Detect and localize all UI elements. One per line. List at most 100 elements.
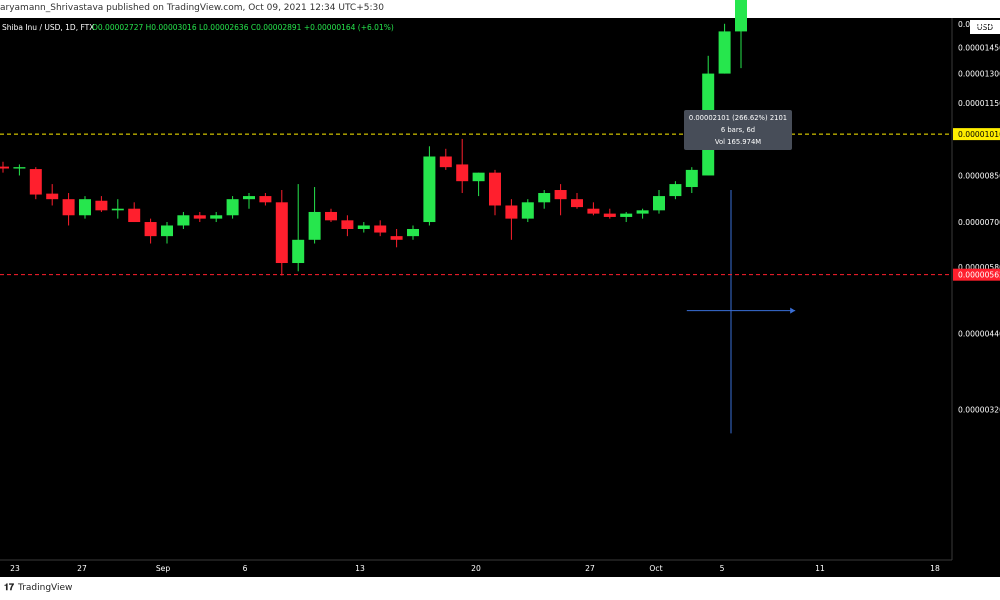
time-tick-label: 18 xyxy=(930,564,940,573)
candle xyxy=(128,202,141,223)
candle xyxy=(325,208,337,223)
candle-body xyxy=(177,215,190,226)
candle xyxy=(0,161,9,173)
price-axis[interactable]: USD xyxy=(970,20,1000,34)
candle xyxy=(161,222,173,244)
candle-body xyxy=(390,236,403,240)
publisher-bar: aryamann_Shrivastava published on Tradin… xyxy=(0,0,1000,18)
candle-body xyxy=(603,213,616,217)
candle-body xyxy=(472,172,485,182)
price-marker-label-2: 0.00000562 xyxy=(958,271,1000,280)
tradingview-logo[interactable]: 𝟏𝟕 TradingView xyxy=(4,583,72,593)
candle xyxy=(177,211,190,229)
price-tick-label: 0.00001450 xyxy=(958,43,1000,52)
time-tick-label: Oct xyxy=(649,564,662,573)
measure-tooltip: 0.00002101 (266.62%) 2101 6 bars, 6d Vol… xyxy=(684,110,792,150)
candle-body xyxy=(636,210,649,214)
time-tick-label: 11 xyxy=(815,564,825,573)
candle xyxy=(111,199,124,219)
time-tick-label: 27 xyxy=(585,564,595,573)
candle xyxy=(620,211,633,223)
candle xyxy=(554,184,567,216)
candle-body xyxy=(259,196,272,203)
price-tick-label: 0.00001300 xyxy=(958,70,1000,79)
candle-body xyxy=(538,193,551,203)
time-axis[interactable]: 23 27 Sep 6 13 20 27 Oct 5 11 18 xyxy=(10,564,940,573)
candle-body xyxy=(456,164,469,182)
time-tick-label: 27 xyxy=(77,564,87,573)
candle-body xyxy=(735,0,747,32)
candle-body xyxy=(325,211,337,221)
candle xyxy=(275,190,288,276)
candle xyxy=(423,146,436,226)
candle xyxy=(79,196,91,219)
candle xyxy=(243,193,255,209)
candle xyxy=(587,202,600,216)
candle-body xyxy=(193,215,206,219)
candle xyxy=(62,193,75,226)
candle xyxy=(538,190,551,209)
candle-body xyxy=(226,199,239,216)
candle xyxy=(357,222,370,233)
candle xyxy=(259,193,272,206)
price-chart[interactable]: 0.00002101 (266.62%) 2101 6 bars, 6d Vol… xyxy=(0,0,1000,577)
price-tick-label: 0.00001600 xyxy=(958,20,1000,29)
price-tick-label: 0.00000850 xyxy=(958,171,1000,180)
candle-body xyxy=(669,184,682,197)
candle xyxy=(456,138,469,194)
candle xyxy=(718,23,731,74)
candle-body xyxy=(505,205,518,219)
candle-body xyxy=(357,225,370,229)
time-tick-label: Sep xyxy=(156,564,170,573)
ohlc-values: O0.00002727 H0.00003016 L0.00002636 C0.0… xyxy=(92,23,394,32)
candle-body xyxy=(62,199,75,216)
candle xyxy=(193,211,206,223)
time-tick-label: 13 xyxy=(355,564,365,573)
candle xyxy=(505,199,518,240)
measure-tool[interactable] xyxy=(686,190,796,434)
currency-box xyxy=(970,20,1000,34)
candle xyxy=(603,208,616,219)
tradingview-logo-icon: 𝟏𝟕 xyxy=(4,583,15,593)
price-tick-label: 0.00001150 xyxy=(958,99,1000,108)
candle-body xyxy=(620,213,633,217)
time-tick-label: 5 xyxy=(720,564,725,573)
candle xyxy=(669,181,682,200)
measure-tooltip-change: 0.00002101 (266.62%) 2101 xyxy=(689,114,787,122)
candle-body xyxy=(308,211,321,240)
price-tick-label: 0.00000320 xyxy=(958,406,1000,415)
candle xyxy=(735,0,747,69)
candle-body xyxy=(0,166,9,169)
horizontal-lines xyxy=(0,133,952,276)
candle xyxy=(374,220,387,237)
measure-arrowhead xyxy=(790,307,796,314)
candle xyxy=(653,190,665,214)
candle-body xyxy=(161,225,173,237)
tradingview-brand: TradingView xyxy=(18,583,73,593)
candle xyxy=(489,169,501,216)
candle xyxy=(46,184,59,206)
candle-body xyxy=(521,202,534,219)
price-labels: 0.000038000.000036000.000034000.00003200… xyxy=(953,0,1000,415)
candle xyxy=(521,199,534,223)
candle-body xyxy=(13,167,26,169)
candle-body xyxy=(128,208,141,223)
candle-body xyxy=(423,156,436,223)
time-tick-label: 23 xyxy=(10,564,20,573)
candles xyxy=(0,0,747,276)
candle xyxy=(13,164,26,176)
candle xyxy=(439,148,452,170)
candle-body xyxy=(29,169,42,195)
candle xyxy=(144,218,157,244)
candle xyxy=(210,211,223,223)
time-tick-label: 6 xyxy=(243,564,248,573)
price-tick-label: 0.00000700 xyxy=(958,218,1000,227)
price-tick-label: 0.00001800 xyxy=(958,0,1000,1)
candle-body xyxy=(341,220,354,229)
candle-body xyxy=(489,172,501,206)
candle-body xyxy=(95,200,108,211)
candle-body xyxy=(111,208,124,211)
candle-body xyxy=(407,228,419,237)
currency-label: USD xyxy=(977,23,993,32)
publisher-text: aryamann_Shrivastava published on Tradin… xyxy=(0,3,384,13)
